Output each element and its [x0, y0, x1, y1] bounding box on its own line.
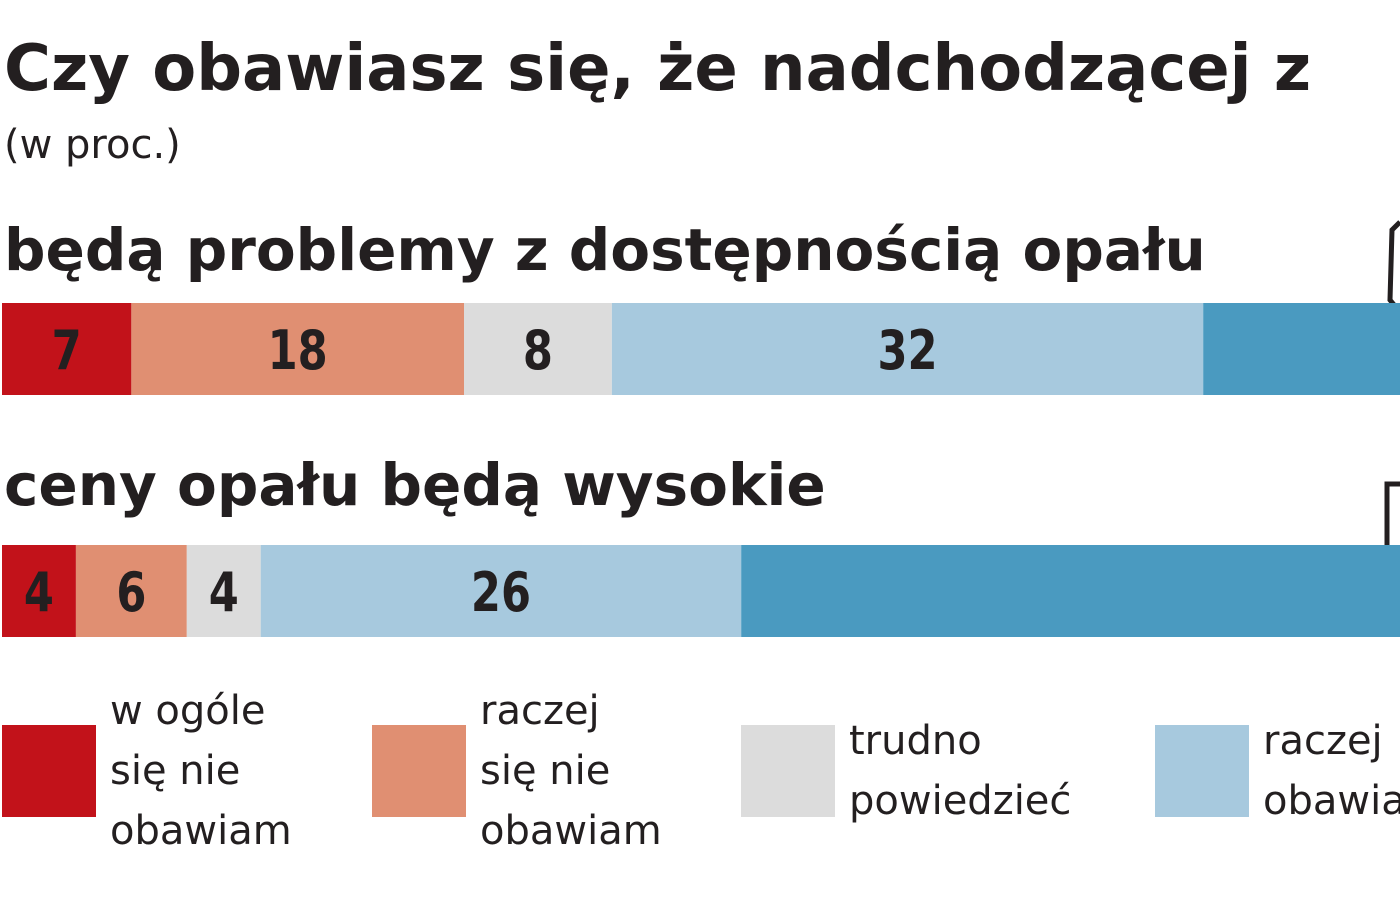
value-label: 6	[116, 561, 146, 624]
bar-segment	[1203, 303, 1400, 395]
decoration	[1387, 220, 1400, 314]
bar-segment	[2, 303, 132, 395]
legend-swatch	[741, 725, 835, 817]
value-label: 26	[471, 561, 531, 624]
category-label: ceny opału będą wysokie	[4, 451, 826, 519]
legend-label: w ogóle się nie obawiam	[110, 688, 292, 854]
value-label: 18	[268, 319, 328, 382]
category-label: będą problemy z dostępnością opału	[4, 216, 1206, 284]
value-label: 4	[209, 561, 239, 624]
bar-segment	[741, 545, 1400, 637]
value-label: 8	[523, 319, 553, 382]
value-label: 32	[877, 319, 937, 382]
legend-label: raczej obawia	[1263, 718, 1400, 824]
chart-subtitle: (w proc.)	[4, 122, 181, 168]
legend-swatch	[1155, 725, 1249, 817]
legend-swatch	[372, 725, 466, 817]
bar-segment	[611, 303, 1204, 395]
bar-segment	[260, 545, 742, 637]
legend-label: raczej się nie obawiam	[480, 688, 662, 854]
legend-label: trudno powiedzieć	[849, 718, 1072, 824]
legend-swatch	[2, 725, 96, 817]
bar-segment	[2, 545, 76, 637]
bar-segment	[186, 545, 261, 637]
chart-title: Czy obawiasz się, że nadchodzącej z	[4, 32, 1311, 106]
bar-segment	[464, 303, 612, 395]
bar-segment	[131, 303, 465, 395]
value-label: 7	[52, 319, 82, 382]
value-label: 4	[24, 561, 54, 624]
bar-segment	[75, 545, 187, 637]
